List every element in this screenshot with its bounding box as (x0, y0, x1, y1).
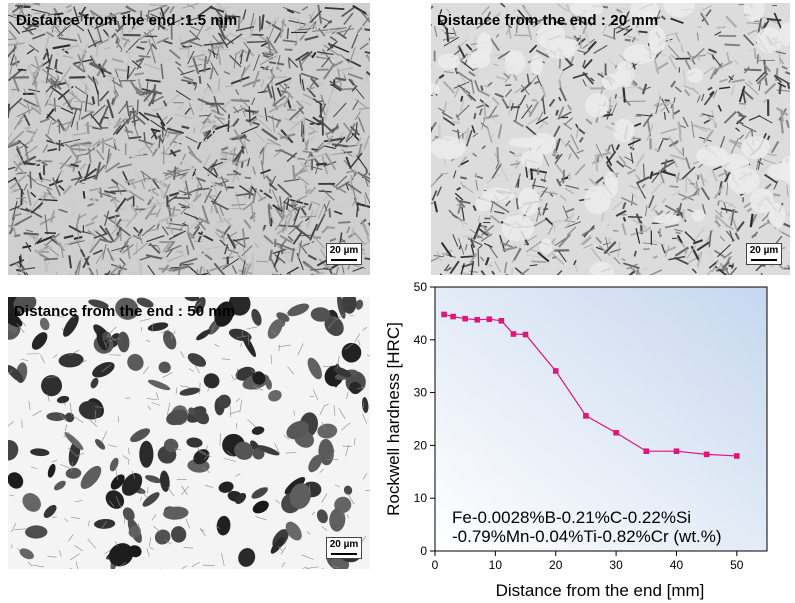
data-point (450, 313, 456, 320)
series-hardness (441, 311, 740, 459)
data-point (613, 429, 619, 436)
micrograph-texture (8, 297, 370, 569)
data-point (441, 311, 447, 318)
x-tick-label: 20 (549, 558, 563, 572)
data-point (498, 317, 505, 324)
x-tick-label: 30 (609, 558, 623, 572)
micrograph-texture (431, 3, 790, 275)
micrograph-texture (8, 3, 370, 275)
micrograph-20mm: Distance from the end : 20 mm 20 µm (431, 3, 790, 275)
data-point (643, 448, 650, 455)
x-axis: 0 10 20 30 40 50 (432, 551, 744, 572)
data-point (510, 331, 517, 337)
x-tick-label: 0 (432, 558, 439, 572)
scale-bar-line (331, 259, 357, 261)
micrograph-caption: Distance from the end :1.5 mm (16, 12, 238, 29)
data-point (486, 316, 493, 323)
data-point (734, 453, 740, 459)
y-axis-label: Rockwell hardness [HRC] (384, 322, 403, 516)
y-tick-label: 10 (414, 491, 428, 505)
data-point (583, 413, 589, 419)
scale-bar: 20 µm (326, 537, 362, 559)
x-axis-label: Distance from the end [mm] (496, 581, 705, 600)
x-tick-label: 40 (670, 558, 684, 572)
scale-bar-label: 20 µm (329, 245, 359, 256)
scale-bar-label: 20 µm (749, 245, 779, 256)
scale-bar-label: 20 µm (329, 539, 359, 550)
data-point (474, 316, 481, 323)
data-point (462, 315, 468, 322)
scale-bar-line (751, 259, 777, 261)
y-axis: 0 10 20 30 40 50 (414, 280, 435, 558)
micrograph-1-5mm: Distance from the end :1.5 mm 20 µm (8, 3, 370, 275)
x-tick-label: 50 (730, 558, 744, 572)
micrograph-caption: Distance from the end : 50 mm (14, 303, 236, 320)
annotation-line-2: -0.79%Mn-0.04%Ti-0.82%Cr (wt.%) (452, 527, 722, 546)
data-point (522, 331, 529, 338)
hardness-chart: 0 10 20 30 40 50 0 10 20 30 40 50 Fe-0.0028%B-0.21… (384, 280, 768, 600)
y-tick-label: 20 (414, 438, 428, 452)
micrograph-caption: Distance from the end : 20 mm (437, 12, 659, 29)
scale-bar: 20 µm (746, 243, 782, 265)
data-point (673, 448, 680, 455)
y-tick-label: 50 (414, 280, 428, 294)
scale-bar: 20 µm (326, 243, 362, 265)
y-tick-label: 40 (414, 333, 428, 347)
annotation-line-1: Fe-0.0028%B-0.21%C-0.22%Si (452, 508, 691, 527)
micrograph-50mm: Distance from the end : 50 mm 20 µm (8, 297, 370, 569)
data-point (703, 451, 710, 458)
scale-bar-line (331, 553, 357, 555)
data-point (552, 368, 559, 374)
plot-area (434, 286, 768, 552)
y-tick-label: 0 (420, 544, 427, 558)
x-tick-label: 10 (489, 558, 503, 572)
y-tick-label: 30 (414, 386, 428, 400)
